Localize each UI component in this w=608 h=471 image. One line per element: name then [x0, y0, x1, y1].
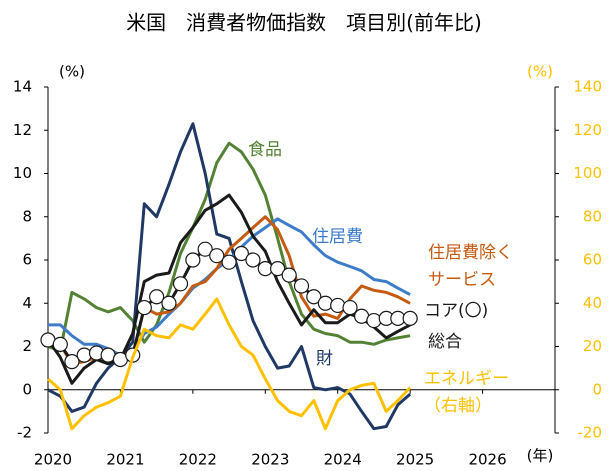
series-label-box: 住居費 — [312, 227, 363, 247]
marker — [161, 295, 177, 311]
x-tick-label: 2024 — [324, 451, 362, 469]
y-tick-label: -2 — [17, 424, 32, 442]
marker — [306, 289, 322, 305]
y2-tick-label: 60 — [583, 251, 602, 269]
series-line — [47, 141, 411, 353]
series-line — [47, 297, 412, 431]
y2-unit: (%) — [527, 63, 553, 81]
marker — [330, 297, 346, 314]
marker — [269, 261, 286, 277]
y-tick-label: 0 — [22, 380, 32, 398]
series-label-box: 住居費除くサービス — [428, 243, 513, 290]
series-label-box: 総合 — [428, 332, 462, 352]
y-tick-label: 10 — [13, 164, 32, 182]
y-unit: (%) — [59, 63, 85, 81]
series-label-box: 財 — [316, 349, 333, 369]
marker — [342, 299, 358, 316]
marker — [366, 312, 382, 329]
y2-tick-label: 120 — [573, 121, 602, 139]
y2-tick-label: 100 — [573, 164, 602, 182]
marker — [281, 267, 297, 283]
series-label: コア(〇) — [424, 301, 489, 321]
series-label: 総合 — [428, 332, 462, 352]
marker — [76, 347, 92, 363]
series-label: 住居費 — [312, 227, 363, 247]
marker — [402, 310, 418, 326]
x-tick-label: 2023 — [251, 451, 289, 469]
marker — [185, 252, 201, 268]
marker — [172, 276, 189, 292]
y-tick-label: 2 — [22, 337, 32, 355]
y2-tick-label: 140 — [573, 78, 602, 96]
y-tick-label: 8 — [22, 207, 32, 225]
series-label: 住居費除くサービス — [428, 243, 513, 290]
series-label-box: コア(〇) — [424, 301, 489, 321]
series-line — [47, 122, 412, 431]
series-label: エネルギー（右軸） — [424, 369, 509, 416]
series-label-box: エネルギー（右軸） — [424, 369, 509, 416]
marker — [136, 299, 152, 316]
marker — [149, 289, 165, 305]
y2-tick-label: -20 — [578, 424, 603, 442]
series-label: 食品 — [248, 140, 282, 160]
series-label: 財 — [316, 349, 333, 369]
y2-tick-label: 0 — [592, 380, 602, 398]
x-tick-label: 2021 — [106, 451, 144, 469]
marker — [64, 354, 80, 370]
x-tick-label: 2025 — [396, 451, 434, 469]
x-tick-label: 2020 — [34, 451, 72, 469]
marker — [293, 278, 310, 294]
marker — [245, 252, 261, 268]
y-tick-label: 6 — [22, 251, 32, 269]
series-label-box: 食品 — [248, 140, 282, 160]
marker — [233, 245, 249, 262]
y-tick-label: 4 — [22, 294, 32, 312]
x-unit: (年) — [527, 447, 554, 465]
y2-tick-label: 40 — [583, 294, 602, 312]
y-tick-label: 12 — [13, 121, 32, 139]
x-tick-label: 2022 — [179, 451, 217, 469]
chart-title: 米国 消費者物価指数 項目別(前年比) — [126, 11, 482, 35]
y2-tick-label: 20 — [583, 337, 602, 355]
marker — [317, 295, 334, 311]
y2-tick-label: 80 — [583, 207, 602, 225]
y-tick-label: 14 — [13, 78, 32, 96]
marker — [221, 254, 237, 270]
x-tick-label: 2026 — [468, 451, 506, 469]
marker — [197, 241, 213, 257]
marker — [52, 336, 68, 352]
marker — [209, 248, 225, 264]
